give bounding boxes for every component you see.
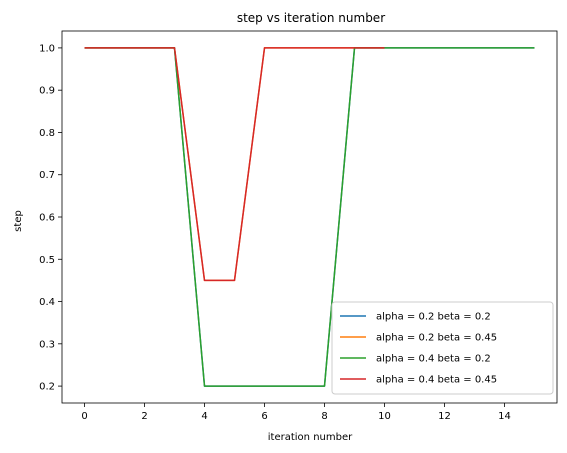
x-axis-ticks: 0 2 4 6 8 10 12 14 [81, 403, 511, 422]
y-tick-label: 0.9 [39, 86, 55, 97]
y-tick-label: 0.8 [39, 128, 55, 139]
legend-box [331, 301, 554, 395]
legend-entry-1: alpha = 0.2 beta = 0.2 [376, 312, 491, 323]
x-axis-label: iteration number [268, 432, 353, 443]
x-tick-label: 12 [438, 411, 451, 422]
y-tick-label: 0.6 [39, 213, 55, 224]
series-line-4 [84, 47, 385, 282]
x-tick-label: 2 [141, 411, 147, 422]
legend: alpha = 0.2 beta = 0.2 alpha = 0.2 beta =… [331, 301, 554, 395]
plot-lines [84, 47, 535, 387]
y-tick-label: 1.0 [39, 43, 55, 54]
x-tick-label: 6 [261, 411, 267, 422]
x-tick-label: 10 [378, 411, 391, 422]
legend-entry-2: alpha = 0.2 beta = 0.45 [376, 333, 497, 344]
legend-entry-4: alpha = 0.4 beta = 0.45 [376, 375, 497, 386]
y-axis-label: step [13, 210, 24, 232]
y-tick-label: 0.5 [39, 255, 55, 266]
chart-title: step vs iteration number [237, 11, 385, 25]
series-line-2 [84, 47, 385, 282]
y-tick-label: 0.7 [39, 170, 55, 181]
y-tick-label: 0.4 [39, 297, 55, 308]
x-tick-label: 4 [201, 411, 207, 422]
x-tick-label: 14 [498, 411, 511, 422]
y-axis-ticks: 0.2 0.3 0.4 0.5 0.6 0.7 0.8 0.9 1.0 [39, 43, 62, 393]
legend-entry-3: alpha = 0.4 beta = 0.2 [376, 354, 491, 365]
y-tick-label: 0.2 [39, 382, 55, 393]
x-tick-label: 8 [321, 411, 327, 422]
x-tick-label: 0 [81, 411, 87, 422]
y-tick-label: 0.3 [39, 339, 55, 350]
